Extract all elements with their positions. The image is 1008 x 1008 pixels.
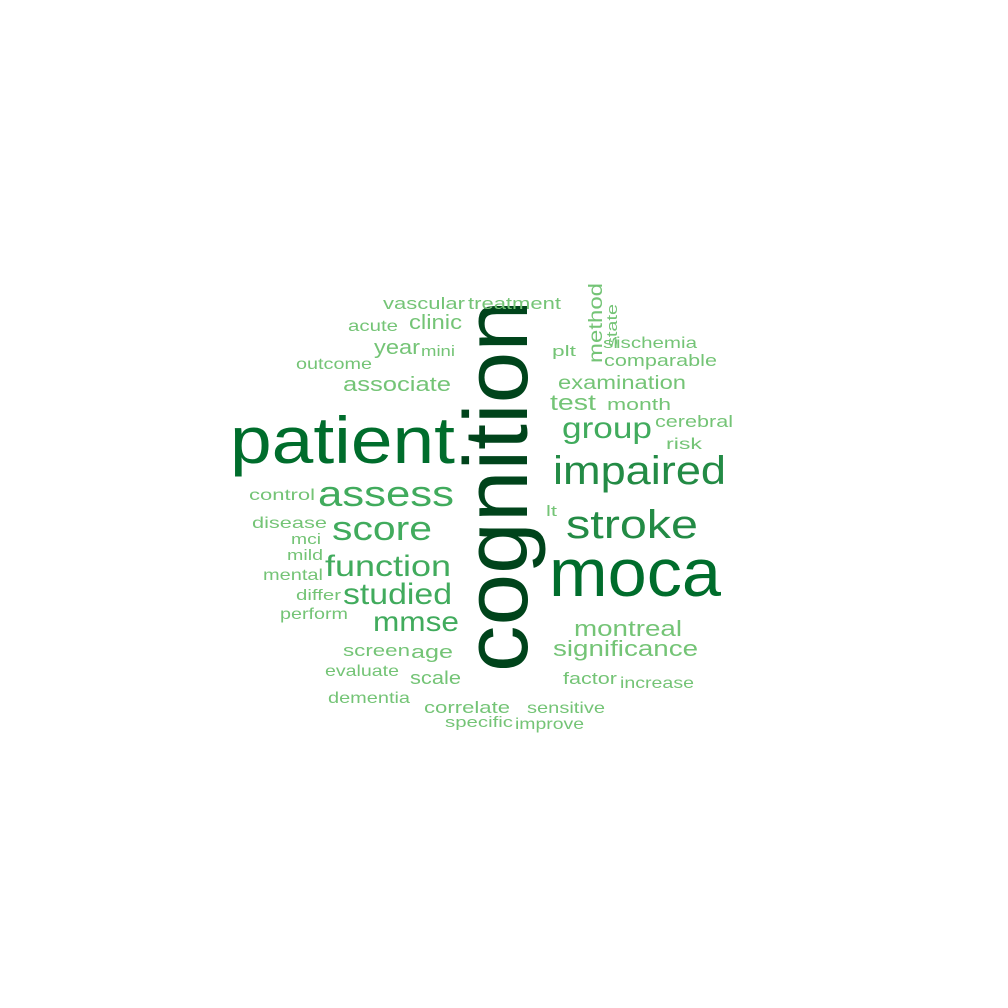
word-risk: risk	[666, 436, 703, 453]
word-clinic: clinic	[409, 312, 462, 334]
word-assess: assess	[318, 473, 454, 514]
word-improve: improve	[515, 716, 584, 733]
word-specific: specific	[445, 714, 514, 731]
word-month: month	[607, 395, 671, 414]
word-disease: disease	[252, 515, 327, 532]
word-group: group	[562, 412, 652, 445]
word-lt: lt	[546, 503, 558, 520]
word-si: si	[603, 335, 618, 352]
word-cognition: cognition	[447, 300, 547, 672]
word-differ: differ	[296, 587, 341, 604]
word-sensitive: sensitive	[527, 700, 605, 717]
word-significance: significance	[553, 636, 698, 661]
word-test: test	[550, 390, 596, 415]
word-impaired: impaired	[553, 449, 726, 493]
word-montreal: montreal	[574, 616, 682, 641]
word-mild: mild	[287, 547, 323, 564]
word-mci: mci	[291, 531, 321, 548]
word-mental: mental	[263, 567, 323, 584]
word-ischemia: ischemia	[616, 335, 697, 352]
word-screen: screen	[343, 641, 410, 660]
word-state: state	[604, 304, 621, 347]
word-comparable: comparable	[604, 351, 717, 370]
word-plt: plt	[552, 343, 577, 360]
word-mmse: mmse	[373, 606, 459, 637]
word-perform: perform	[280, 606, 348, 623]
word-score: score	[332, 510, 432, 548]
word-control: control	[249, 487, 315, 504]
word-evaluate: evaluate	[325, 663, 399, 680]
word-increase: increase	[620, 675, 694, 692]
word-examination: examination	[558, 373, 686, 394]
word-treatment: treatment	[468, 294, 561, 313]
word-dementia: dementia	[328, 690, 410, 707]
word-factor: factor	[563, 669, 617, 688]
word-function: function	[325, 550, 451, 583]
word-stroke: stroke	[566, 503, 698, 547]
word-mini: mini	[421, 343, 455, 360]
word-method: method	[586, 283, 607, 363]
word-vascular: vascular	[383, 294, 465, 313]
word-patient: patient	[230, 403, 455, 477]
word-correlate: correlate	[424, 698, 510, 717]
word-moca: moca	[549, 535, 721, 611]
word-age: age	[411, 642, 453, 662]
word-outcome: outcome	[296, 356, 372, 373]
word-associate: associate	[343, 374, 451, 396]
word-studied: studied	[343, 578, 452, 611]
word-scale: scale	[410, 668, 461, 688]
word-year: year	[374, 337, 420, 359]
word-acute: acute	[348, 318, 398, 335]
word-cerebral: cerebral	[655, 412, 733, 431]
